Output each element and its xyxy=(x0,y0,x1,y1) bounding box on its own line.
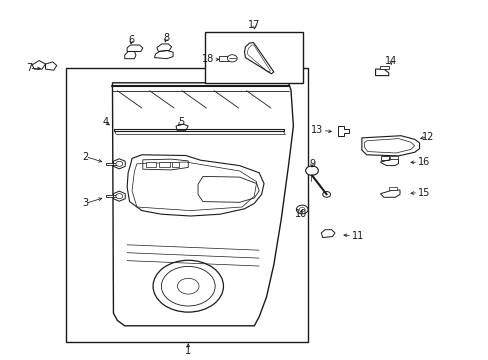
Bar xyxy=(159,162,169,167)
Bar xyxy=(205,32,303,83)
Circle shape xyxy=(299,207,305,212)
Text: 7: 7 xyxy=(26,63,32,73)
Text: 16: 16 xyxy=(417,157,429,167)
Text: 10: 10 xyxy=(294,209,306,219)
Text: 17: 17 xyxy=(247,20,260,30)
Text: 13: 13 xyxy=(310,125,322,135)
Text: 5: 5 xyxy=(178,117,183,127)
Text: 15: 15 xyxy=(417,188,429,198)
Text: 4: 4 xyxy=(102,117,108,127)
Text: 3: 3 xyxy=(82,198,88,208)
Text: 6: 6 xyxy=(128,35,134,45)
Bar xyxy=(388,187,396,190)
Bar xyxy=(145,162,156,167)
Text: 8: 8 xyxy=(163,33,169,43)
Bar xyxy=(106,163,117,165)
Bar xyxy=(389,156,397,159)
Bar xyxy=(172,162,179,167)
Bar xyxy=(106,195,117,197)
Circle shape xyxy=(305,166,318,175)
Circle shape xyxy=(161,266,215,306)
Text: 18: 18 xyxy=(202,54,214,64)
Text: 9: 9 xyxy=(308,159,314,169)
Text: 14: 14 xyxy=(384,56,397,66)
Bar xyxy=(219,56,228,61)
Text: 2: 2 xyxy=(82,152,88,162)
Circle shape xyxy=(153,260,223,312)
Text: 1: 1 xyxy=(185,346,191,356)
Text: 11: 11 xyxy=(351,231,364,241)
Circle shape xyxy=(322,192,330,197)
Circle shape xyxy=(227,55,237,62)
Circle shape xyxy=(116,161,122,166)
Bar xyxy=(66,68,307,342)
Bar xyxy=(380,66,388,69)
Text: 12: 12 xyxy=(421,132,433,142)
Circle shape xyxy=(296,205,307,214)
Circle shape xyxy=(116,194,122,199)
Circle shape xyxy=(177,278,199,294)
